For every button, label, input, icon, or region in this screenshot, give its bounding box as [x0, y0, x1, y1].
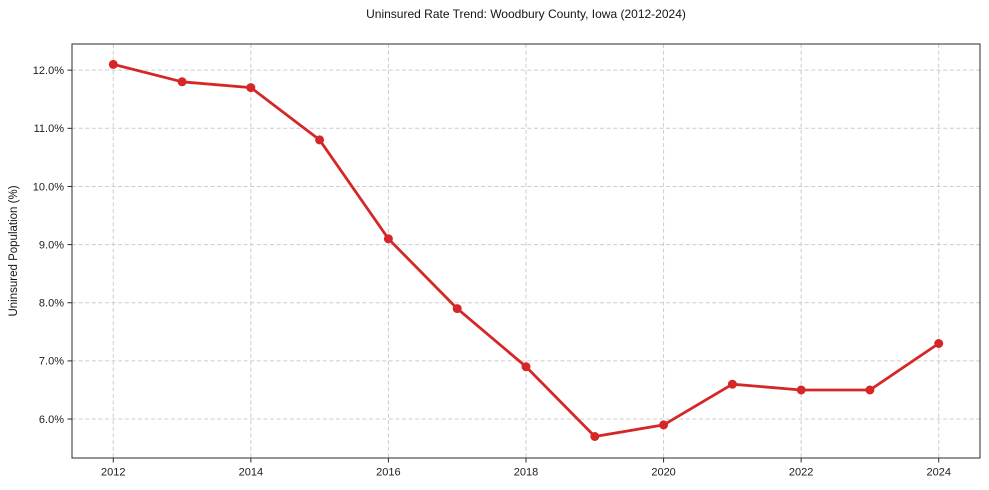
data-point-2019 [590, 432, 600, 441]
data-point-2021 [727, 379, 737, 389]
data-point-2015 [315, 135, 325, 145]
data-point-2013 [177, 77, 187, 87]
y-axis-label: Uninsured Population (%) [8, 185, 20, 317]
data-point-2020 [659, 420, 669, 430]
y-tick-label: 12.0% [33, 65, 64, 77]
y-tick-label: 8.0% [39, 298, 64, 310]
x-tick-label: 2020 [651, 467, 675, 479]
x-tick-label: 2012 [101, 467, 125, 479]
data-point-2014 [246, 83, 256, 93]
x-tick-label: 2014 [239, 467, 263, 479]
x-tick-label: 2016 [376, 467, 400, 479]
x-tick-label: 2018 [514, 467, 538, 479]
data-point-2018 [521, 362, 531, 372]
y-tick-label: 6.0% [39, 414, 64, 426]
y-tick-label: 10.0% [33, 181, 64, 193]
data-point-2012 [108, 59, 118, 69]
data-point-2023 [865, 385, 875, 395]
data-point-2016 [383, 234, 393, 244]
x-tick-label: 2024 [926, 467, 950, 479]
y-tick-label: 11.0% [34, 123, 65, 135]
x-tick-label: 2022 [789, 467, 813, 479]
y-tick-label: 9.0% [39, 239, 64, 251]
data-point-2022 [796, 385, 806, 395]
y-tick-label: 7.0% [39, 356, 64, 368]
plot-border [71, 43, 981, 459]
chart-title: Uninsured Rate Trend: Woodbury County, I… [366, 7, 686, 21]
data-point-2017 [452, 304, 462, 314]
data-point-2024 [934, 339, 944, 348]
